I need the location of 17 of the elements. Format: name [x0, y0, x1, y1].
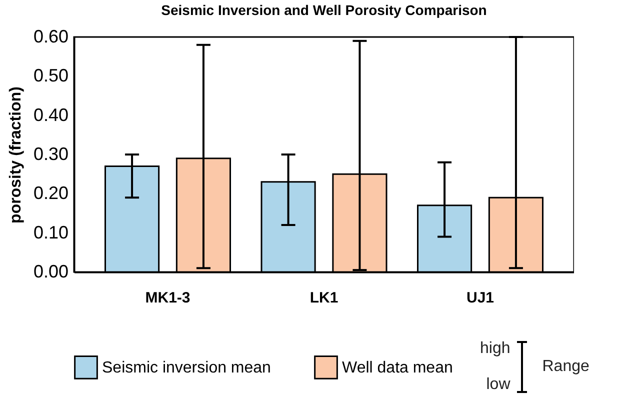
y-axis-title: porosity (fraction): [7, 86, 24, 224]
chart-title: Seismic Inversion and Well Porosity Comparison: [161, 2, 487, 18]
text: Range: [542, 358, 590, 376]
legend-label: Seismic inversion mean: [102, 359, 271, 376]
legend-label: Well data mean: [342, 359, 453, 376]
y-tick-label: 0.30: [33, 144, 68, 164]
y-tick-label: 0.40: [33, 104, 68, 125]
x-tick-label: UJ1: [466, 290, 494, 306]
text: high: [480, 339, 510, 359]
y-tick-label: 0.10: [33, 222, 68, 242]
y-tick-label: 0.60: [33, 26, 68, 46]
x-tick-label: LK1: [310, 290, 338, 306]
y-tick-label: 0.50: [33, 66, 68, 86]
y-tick-label: 0.20: [33, 183, 68, 204]
y-tick-label: 0.00: [33, 262, 68, 282]
x-tick-label: MK1-3: [145, 290, 190, 306]
text: low: [485, 375, 510, 395]
